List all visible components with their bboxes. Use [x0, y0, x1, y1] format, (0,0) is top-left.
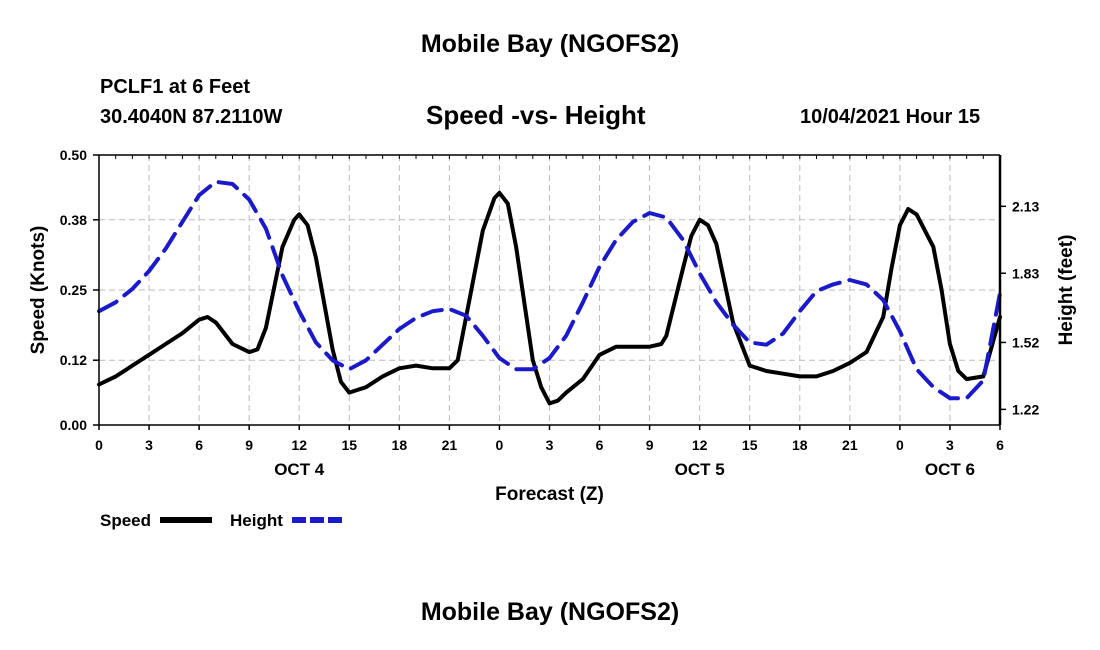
- day-label: OCT 5: [675, 460, 725, 479]
- y-axis-title: Speed (Knots): [28, 226, 49, 355]
- legend-speed-label: Speed: [100, 511, 151, 530]
- y2-tick-label: 1.83: [1012, 265, 1039, 281]
- day-label: OCT 6: [925, 460, 975, 479]
- x-tick-label: 12: [291, 437, 307, 453]
- x-tick-label: 3: [546, 437, 554, 453]
- y-tick-label: 0.50: [60, 147, 87, 163]
- x-tick-label: 15: [341, 437, 357, 453]
- x-axis-title: Forecast (Z): [495, 484, 604, 505]
- y-tick-label: 0.12: [60, 352, 87, 368]
- station-label: PCLF1 at 6 Feet: [100, 76, 251, 98]
- y2-tick-label: 1.22: [1012, 401, 1039, 417]
- x-tick-label: 6: [195, 437, 203, 453]
- height-series-line: [97, 179, 1002, 401]
- chart-title: Mobile Bay (NGOFS2): [420, 30, 680, 58]
- footer-title: Mobile Bay (NGOFS2): [420, 598, 680, 626]
- x-tick-label: 18: [392, 437, 408, 453]
- x-tick-label: 12: [692, 437, 708, 453]
- speed-series-line: [97, 190, 1002, 406]
- day-label: OCT 4: [274, 460, 325, 479]
- x-tick-label: 0: [496, 437, 504, 453]
- forecast-datetime: 10/04/2021 Hour 15: [800, 106, 981, 128]
- x-tick-label: 6: [596, 437, 604, 453]
- x-tick-label: 0: [896, 437, 904, 453]
- y2-tick-label: 1.52: [1012, 334, 1039, 350]
- y-tick-label: 0.38: [60, 212, 87, 228]
- x-tick-label: 15: [742, 437, 758, 453]
- x-tick-label: 9: [646, 437, 654, 453]
- legend-height-label: Height: [230, 511, 283, 530]
- y-tick-label: 0.00: [60, 417, 87, 433]
- station-coordinates: 30.4040N 87.2110W: [100, 106, 283, 128]
- x-tick-label: 3: [946, 437, 954, 453]
- x-tick-label: 6: [996, 437, 1004, 453]
- x-tick-label: 18: [792, 437, 808, 453]
- x-tick-label: 0: [95, 437, 103, 453]
- x-tick-label: 3: [145, 437, 153, 453]
- y2-tick-label: 2.13: [1012, 198, 1039, 214]
- chart-subtitle: Speed -vs- Height: [426, 100, 646, 130]
- x-tick-label: 21: [442, 437, 458, 453]
- y2-axis-title: Height (feet): [1056, 235, 1077, 346]
- x-tick-label: 9: [245, 437, 253, 453]
- y-tick-label: 0.25: [60, 282, 87, 298]
- x-tick-label: 21: [842, 437, 858, 453]
